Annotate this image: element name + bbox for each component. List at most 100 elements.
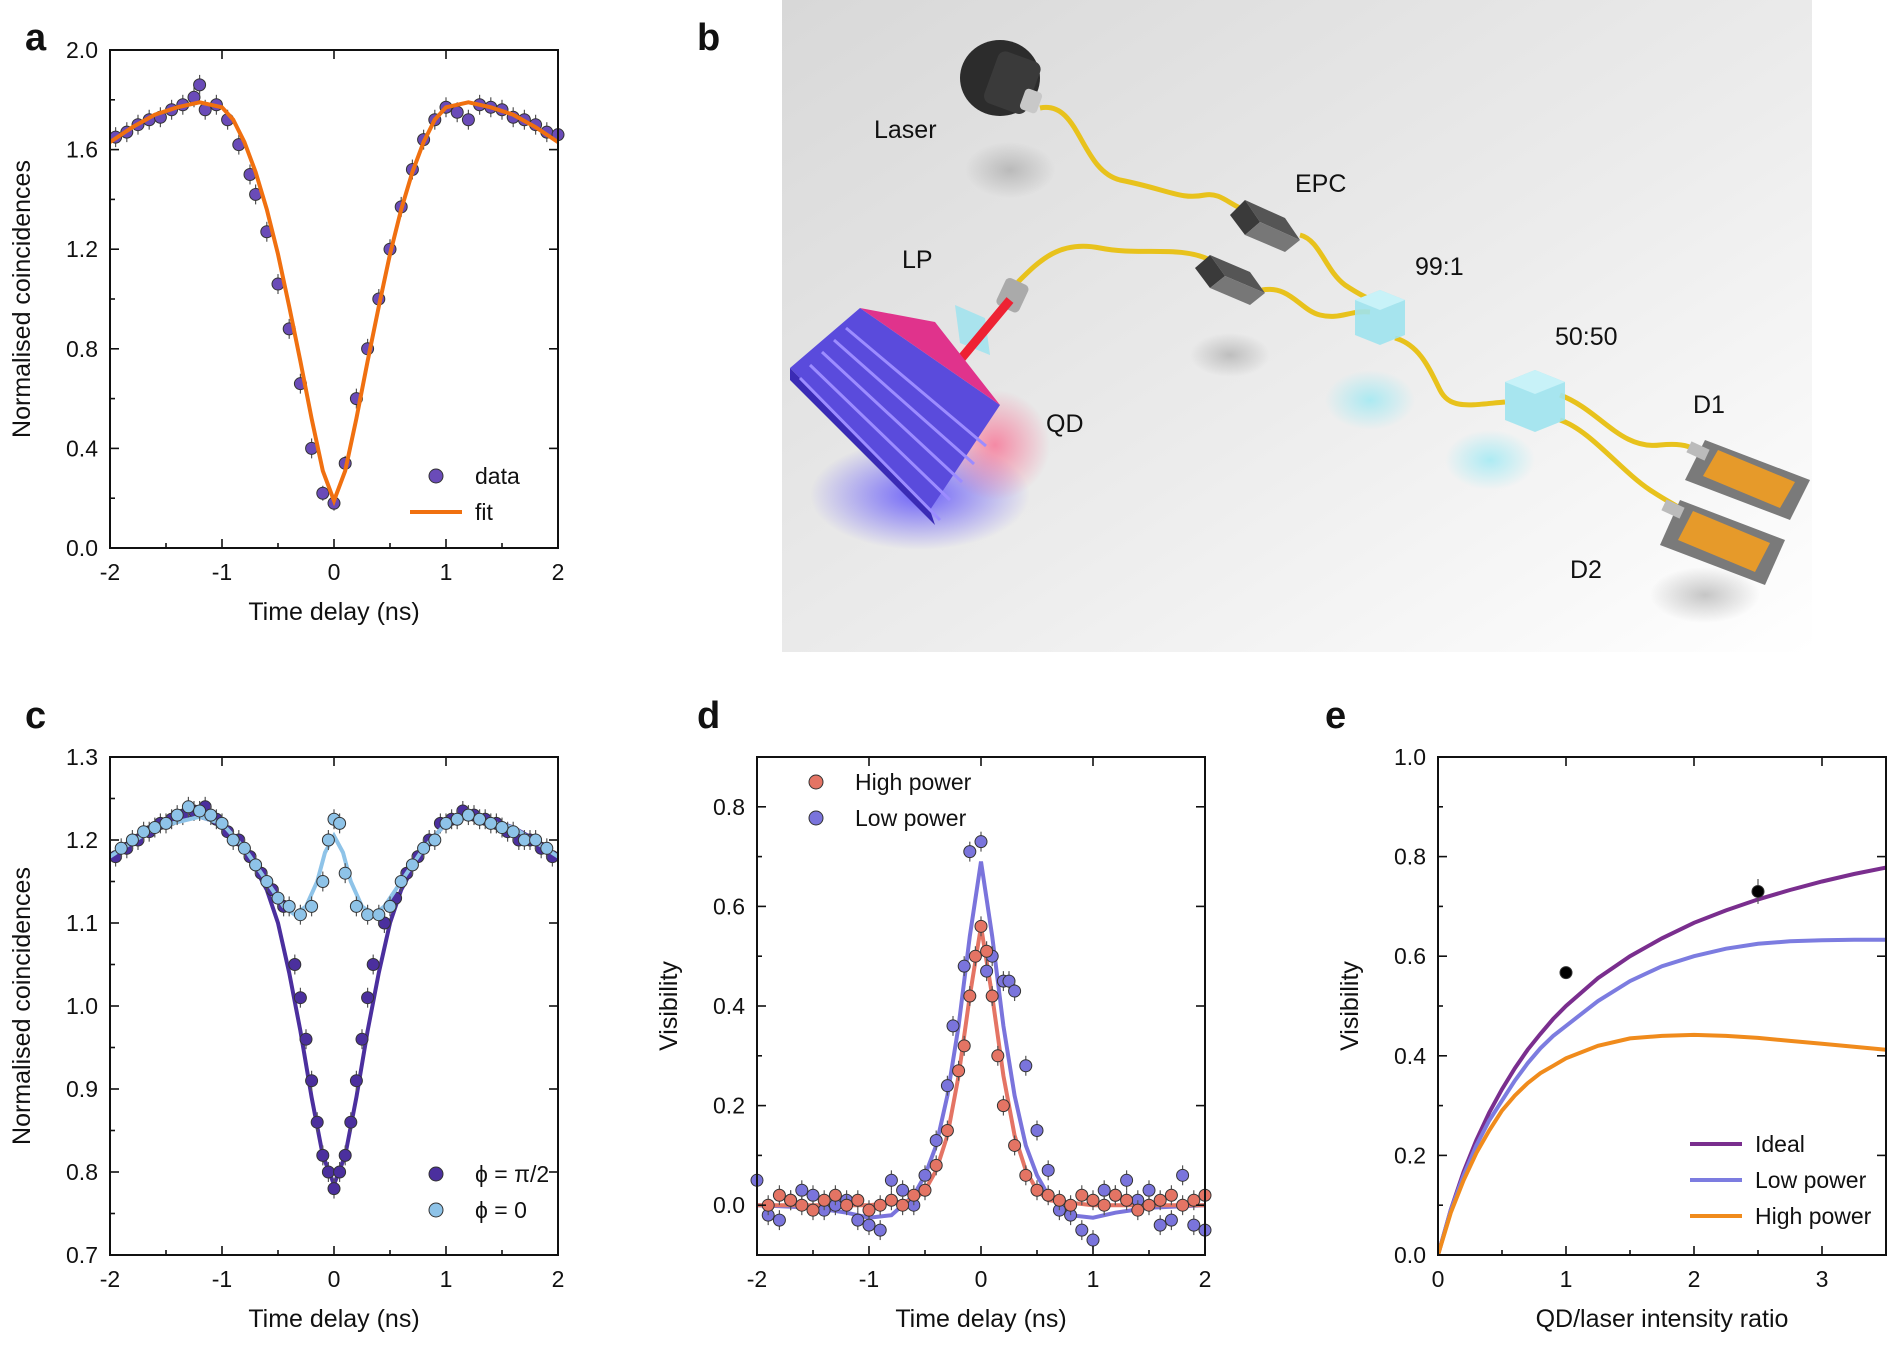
data-point [957,959,971,973]
data-point [784,1193,798,1207]
data-point [372,908,386,922]
data-point [940,1079,954,1093]
data-point [1153,1218,1167,1232]
data-point [1176,1168,1190,1182]
detector-d1 [1685,440,1810,520]
data-point [1153,1193,1167,1207]
data-point [795,1198,809,1212]
data-point [355,1032,369,1046]
x-tick-label: 0 [328,1266,341,1292]
panel-label-b: b [697,17,720,59]
data-point [461,113,475,127]
data-point [851,1213,865,1227]
data-point [148,821,162,835]
series-line-e-1 [1438,937,1886,1255]
panel-label-c: c [25,695,46,737]
x-tick-label: -2 [747,1266,767,1292]
chart-a: -2 -1 0 1 2 0.0 0.4 0.8 1.2 1.6 2.0 Time delay (ns)… [8,37,565,626]
epc-2 [1195,255,1265,305]
data-point [1019,1059,1033,1073]
beam-splitter-991 [1355,290,1405,345]
data-point [316,1148,330,1162]
y-tick-label: 1.3 [66,744,98,770]
x-tick-label: 2 [1199,1266,1212,1292]
data-point [170,808,184,822]
data-point [795,1183,809,1197]
data-point [305,899,319,913]
data-point [1041,1188,1055,1202]
legend-label: High power [1755,1203,1872,1229]
data-point [1120,1173,1134,1187]
x-tick-label: -1 [859,1266,879,1292]
data-point [260,875,274,888]
data-point [1030,1183,1044,1197]
data-point [344,1115,358,1129]
data-point [159,816,173,830]
data-point [1108,1188,1122,1202]
data-point [237,841,251,855]
label-991: 99:1 [1415,253,1464,281]
data-point [1097,1183,1111,1197]
data-point [305,1074,319,1088]
data-point [1075,1188,1089,1202]
epc-shadow [1190,333,1270,377]
data-point [114,841,128,855]
y-tick-label: 0.7 [66,1242,98,1268]
data-point [1008,984,1022,998]
series-line-d-0 [757,861,1205,1220]
x-tick-label: 0 [328,559,341,585]
data-point [896,1198,910,1212]
chart-d: -2 -1 0 1 2 0.0 0.2 0.4 0.6 0.8 Time delay (ns) Vis… [655,756,1212,1333]
legend-label: High power [855,769,972,795]
splitter-glow-2 [1445,430,1535,490]
x-axis-label: Time delay (ns) [248,598,419,626]
data-point [361,908,375,922]
data-point [428,833,442,847]
fiber-lp-epc2 [1016,243,1212,284]
data-point [299,1032,313,1046]
data-point [907,1188,921,1202]
data-point [349,899,363,913]
y-tick-label: 0.8 [66,1159,98,1185]
x-tick-label: -2 [100,559,120,585]
data-point [349,1074,363,1088]
y-tick-label: 0.4 [713,993,745,1019]
data-point [338,1148,352,1162]
data-point [439,816,453,830]
data-point [1164,1188,1178,1202]
legend-marker [428,1202,444,1218]
data-point [405,858,419,872]
y-tick-label: 0.0 [1394,1242,1426,1268]
y-tick-label: 0.4 [66,435,98,461]
data-point [1751,884,1765,898]
data-point [884,1173,898,1187]
data-point [963,845,977,859]
y-tick-label: 1.2 [66,827,98,853]
data-point [952,1064,966,1078]
data-point [996,1099,1010,1113]
data-point [772,1188,786,1202]
beam-splitter-5050 [1505,370,1565,432]
data-point [461,808,475,822]
fiber-laser-epc [1039,104,1246,213]
y-tick-label: 2.0 [66,37,98,63]
data-point [896,1183,910,1197]
data-point [963,989,977,1003]
data-point [873,1198,887,1212]
data-point [1086,1193,1100,1207]
data-point [316,486,330,500]
y-tick-label: 1.6 [66,137,98,163]
data-point [1052,1193,1066,1207]
data-point [137,825,151,839]
data-point [450,105,464,119]
y-axis-label: Normalised coincidences [8,160,36,438]
label-d2: D2 [1570,556,1602,584]
x-tick-label: 2 [552,1266,565,1292]
data-point [806,1203,820,1217]
data-point [828,1188,842,1202]
data-point [215,816,229,830]
epc-1 [1230,200,1300,252]
y-axis-label: Visibility [1336,961,1364,1051]
x-tick-label: 1 [1560,1266,1573,1292]
panel-label-a: a [25,17,47,59]
